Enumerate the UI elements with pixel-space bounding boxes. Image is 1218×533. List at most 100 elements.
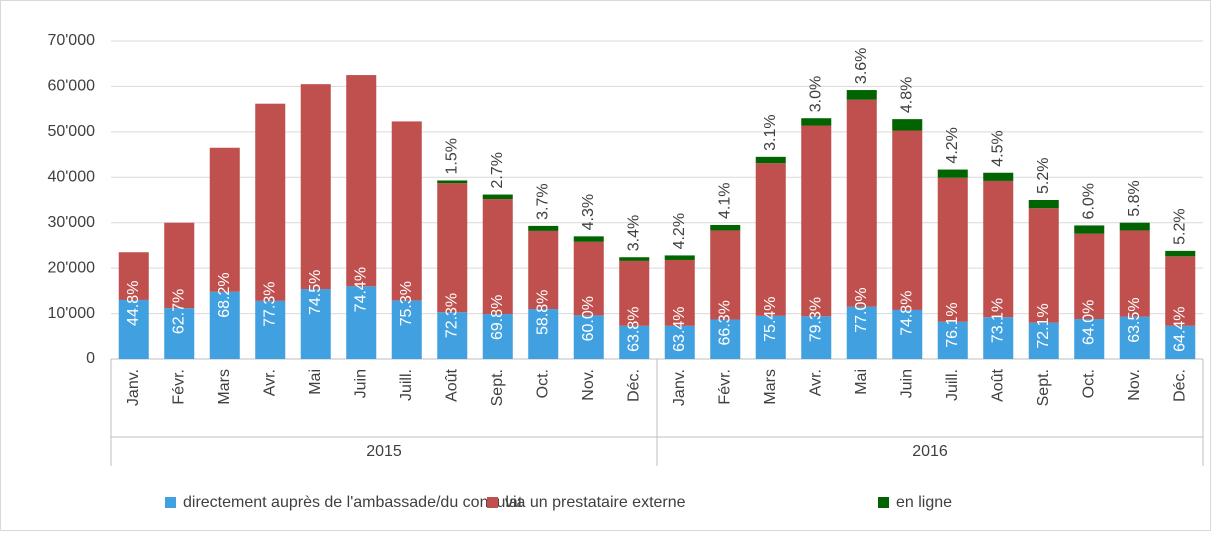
bar-segment (1028, 208, 1059, 323)
bar-segment (755, 156, 786, 164)
bar-segment (209, 147, 240, 292)
bar-segment (1165, 250, 1196, 257)
bar-segment (1074, 319, 1105, 359)
bar-segment (1119, 222, 1150, 231)
bar-segment (573, 236, 604, 242)
bar-segment (1165, 325, 1196, 359)
legend-swatch (878, 497, 889, 508)
bar-segment (164, 308, 195, 359)
bar-segment (619, 325, 650, 359)
bar-segment (619, 260, 650, 326)
data-label: 3.6% (853, 48, 870, 84)
bar-segment (573, 241, 604, 316)
bar-segment (437, 183, 468, 313)
data-label: 4.8% (898, 77, 915, 113)
data-label: 64.4% (1171, 306, 1188, 351)
y-tick-label: 30'000 (47, 214, 95, 231)
legend-swatch (165, 497, 176, 508)
x-tick-label: Sept. (489, 369, 506, 406)
data-label: 75.4% (762, 296, 779, 341)
group-label: 2015 (366, 443, 402, 460)
bar-segment (482, 199, 513, 315)
data-label: 74.4% (352, 267, 369, 312)
x-tick-label: Janv. (125, 369, 142, 406)
data-label: 5.8% (1126, 180, 1143, 216)
data-label: 74.5% (307, 270, 324, 315)
data-label: 72.1% (1035, 303, 1052, 348)
x-tick-label: Déc. (1171, 369, 1188, 402)
data-label: 62.7% (170, 289, 187, 334)
legend-label: via un prestataire externe (505, 494, 686, 511)
data-label: 74.8% (898, 291, 915, 336)
legend-label: en ligne (896, 494, 952, 511)
data-label: 66.3% (716, 300, 733, 345)
bar-segment (937, 177, 968, 322)
bar-segment (255, 103, 286, 301)
x-tick-label: Nov. (580, 369, 597, 401)
bar-segment (1074, 233, 1105, 320)
bar-segment (710, 230, 741, 320)
x-tick-label: Sept. (1035, 369, 1052, 406)
y-tick-label: 40'000 (47, 169, 95, 186)
bar-segment (300, 84, 331, 290)
bar-segment (482, 194, 513, 200)
bar-segment (937, 321, 968, 359)
x-tick-label: Déc. (625, 369, 642, 402)
data-label: 4.5% (989, 130, 1006, 166)
x-tick-label: Juin (352, 369, 369, 398)
bar-segment (391, 300, 422, 359)
bar-segment (892, 309, 923, 359)
bar-segment (983, 172, 1014, 181)
data-label: 69.8% (489, 295, 506, 340)
bar-segment (892, 130, 923, 310)
data-label: 5.2% (1171, 208, 1188, 244)
bar-segment (346, 75, 377, 287)
x-tick-label: Mai (853, 369, 870, 395)
data-label: 3.4% (625, 215, 642, 251)
x-tick-label: Mai (307, 369, 324, 395)
data-label: 64.0% (1080, 300, 1097, 345)
bar-segment (664, 325, 695, 359)
data-label: 79.3% (807, 297, 824, 342)
x-tick-label: Juill. (944, 369, 961, 401)
data-label: 5.2% (1035, 158, 1052, 194)
y-tick-label: 0 (86, 350, 95, 367)
bar-segment (801, 316, 832, 359)
data-label: 76.1% (944, 302, 961, 347)
data-label: 4.3% (580, 194, 597, 230)
x-tick-label: Oct. (1080, 369, 1097, 398)
bar-segment (118, 299, 149, 359)
x-tick-label: Avr. (807, 369, 824, 396)
bar-segment (528, 225, 559, 231)
x-tick-label: Févr. (170, 369, 187, 405)
y-tick-label: 20'000 (47, 259, 95, 276)
bar-segment (118, 252, 149, 300)
bar-segment (801, 125, 832, 317)
data-label: 2.7% (489, 152, 506, 188)
x-tick-label: Janv. (671, 369, 688, 406)
bar-segment (892, 119, 923, 131)
x-tick-label: Févr. (716, 369, 733, 405)
x-tick-label: Avr. (261, 369, 278, 396)
data-label: 1.5% (443, 138, 460, 174)
bar-segment (846, 90, 877, 100)
data-label: 60.0% (580, 296, 597, 341)
x-tick-label: Nov. (1126, 369, 1143, 401)
data-label: 3.7% (534, 183, 551, 219)
bar-segment (437, 312, 468, 359)
bar-segment (710, 224, 741, 231)
data-label: 4.2% (671, 213, 688, 249)
bar-segment (1074, 225, 1105, 234)
bar-segment (391, 121, 422, 301)
x-tick-label: Mars (762, 369, 779, 405)
data-label: 4.1% (716, 183, 733, 219)
bar-segment (664, 255, 695, 260)
bar-segment (300, 289, 331, 359)
bar-segment (1028, 322, 1059, 359)
group-label: 2016 (912, 443, 948, 460)
data-label: 72.3% (443, 293, 460, 338)
bar-segment (528, 230, 559, 310)
bar-segment (482, 314, 513, 359)
bar-segment (1165, 256, 1196, 326)
